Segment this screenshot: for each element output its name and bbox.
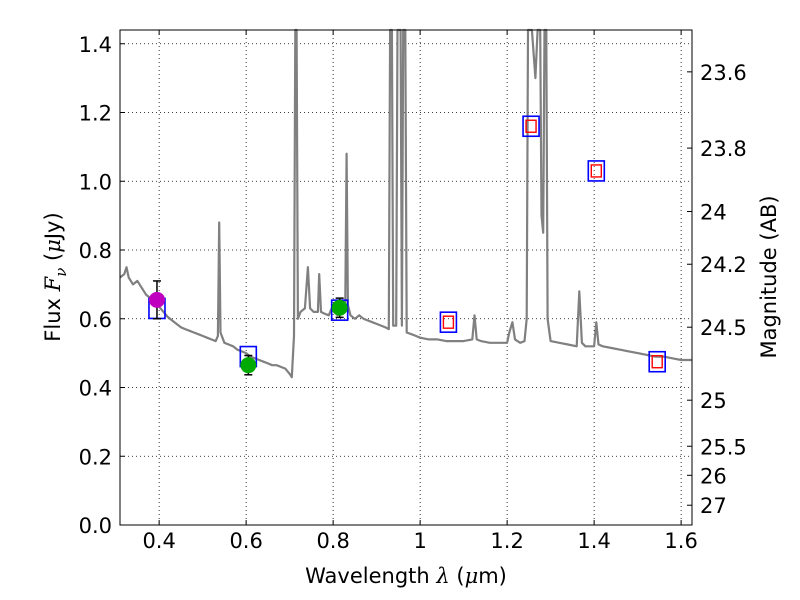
magnitude-tick-label: 24.5 [700,316,747,340]
model-photometry-square [648,350,667,373]
upper-limit-square [442,315,455,329]
model-photometry-square [439,311,458,333]
magnitude-axis-title: Magnitude (AB) [757,195,781,358]
model-photometry-square [587,160,606,182]
y-tick-label: 1.0 [79,170,112,194]
y-axis-ticks: 0.0 0.2 0.4 0.6 0.8 1.0 1.2 1.4 [79,33,125,538]
upper-limit-square [590,164,603,178]
magnitude-tick-label: 25.5 [700,435,747,459]
magnitude-tick-label: 23.8 [700,137,747,161]
x-axis-title: Wavelength λ (μm) [305,564,507,588]
magnitude-tick-label: 26 [700,464,727,488]
upper-limit-layer [442,119,663,369]
magnitude-tick-label: 25 [700,389,727,413]
observed-point [240,357,257,374]
magnitude-tick-label: 24 [700,200,727,224]
x-axis-ticks: 0.4 0.6 0.8 1 1.2 1.4 1.6 [142,30,698,553]
y-tick-label: 1.4 [79,33,112,57]
y-tick-label: 1.2 [79,102,112,126]
magnitude-tick-label: 24.2 [700,253,747,277]
upper-limit-square [651,355,663,369]
y-tick-label: 0.0 [79,514,112,538]
upper-limit-square [525,119,537,133]
x-tick-label: 0.8 [316,529,349,553]
y-tick-label: 0.6 [79,308,112,332]
observed-photometry-layer [148,280,348,376]
x-tick-label: 1.4 [577,529,610,553]
x-tick-label: 1.2 [490,529,523,553]
model-photometry-square [522,115,540,138]
magnitude-tick-label: 23.6 [700,61,747,85]
x-tick-label: 1 [413,529,426,553]
x-tick-label: 0.6 [229,529,262,553]
magnitude-tick-label: 27 [700,494,727,518]
plot-frame [119,29,693,526]
y-tick-label: 0.8 [79,239,112,263]
y-tick-label: 0.4 [79,377,112,401]
magnitude-axis-ticks: 23.6 23.8 24 24.2 24.5 25 25.5 26 27 [687,61,747,518]
model-spectrum-layer [119,28,692,379]
y-tick-label: 0.2 [79,445,112,469]
y-axis-title: Flux Fν (μJy) [41,212,70,341]
x-tick-label: 0.4 [142,529,175,553]
observed-point [331,299,348,316]
model-spectrum-line [119,28,692,379]
observed-point [148,291,165,308]
x-tick-label: 1.6 [664,529,697,553]
